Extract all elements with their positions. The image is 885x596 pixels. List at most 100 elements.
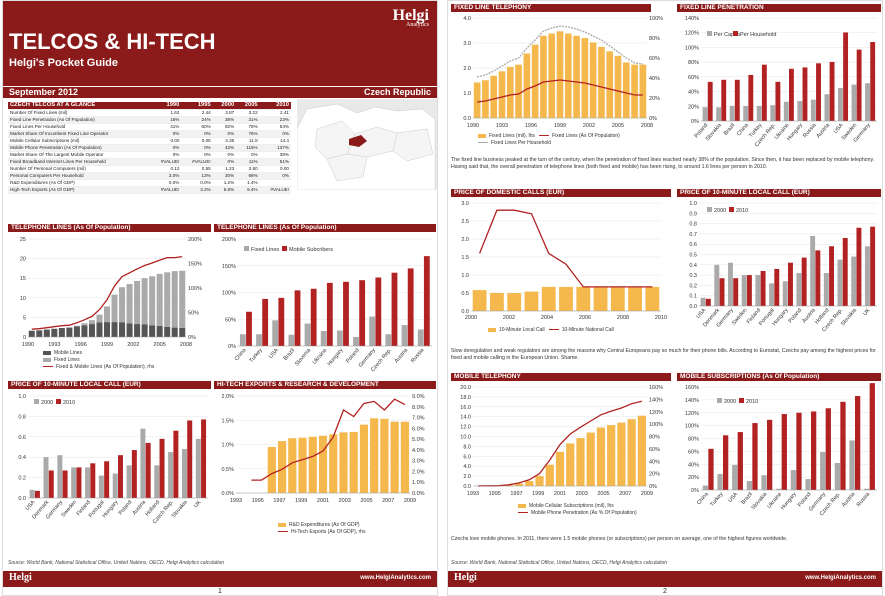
x-tick-label: Slovakia — [840, 307, 859, 328]
y2-tick-label: 20% — [649, 96, 660, 102]
y-tick-label: 0.8 — [18, 414, 26, 420]
chart-price-local-call-2: 0.00.10.20.30.40.50.60.70.80.91.0USADenm… — [689, 201, 877, 333]
row-value: 0% — [212, 130, 237, 138]
x-tick-label: Poland — [345, 347, 361, 364]
row-value: 4.35 — [212, 137, 237, 145]
row-value: 16% — [150, 116, 182, 124]
x-tick-label: 2001 — [554, 491, 566, 497]
y-tick-label: 0.5 — [689, 253, 697, 259]
table-row: Fixed Lines Per Household 41% 60% 92% 78% 54% — [8, 123, 291, 131]
row-label: Fixed Broadband Internet Lines Per House… — [8, 158, 151, 166]
page-subtitle: Helgi's Pocket Guide — [9, 57, 118, 69]
bar — [90, 463, 96, 498]
bar-mobile — [156, 273, 163, 327]
bar-fixed — [134, 324, 141, 337]
section-fixed-line-telephony: FIXED LINE TELEPHONY — [451, 4, 651, 12]
y-tick-label: 140% — [685, 398, 699, 404]
legend-swatch — [244, 246, 249, 251]
row-label: Number Of Personal Computers (mil) — [8, 165, 151, 173]
y-tick-label: 1.5% — [221, 418, 234, 424]
bar — [181, 449, 187, 498]
bar-mobile — [73, 325, 80, 327]
row-value: 0% — [259, 172, 291, 180]
row-value: 0.00 — [259, 165, 291, 173]
bar-mobile — [149, 276, 156, 326]
series-line — [478, 400, 643, 487]
y-tick-label: 2.0 — [461, 237, 469, 243]
bar — [797, 101, 803, 121]
bar — [810, 235, 816, 306]
row-value: 0.05 — [181, 137, 213, 145]
table-row: High-Tech Exports (As Of GDP) #VALUE! 3.2%… — [8, 186, 291, 194]
bar — [195, 438, 201, 498]
legend-mobile-telephony: Mobile Cellular Subscriptions (mil), lhs… — [518, 503, 637, 517]
x-tick-label: Poland — [118, 499, 134, 516]
bar — [288, 438, 297, 493]
y-tick-label: 16.0 — [460, 405, 471, 411]
y-tick-label: 20.0 — [460, 385, 471, 391]
x-tick-label: Russia — [410, 347, 426, 364]
y-tick-label: 0% — [691, 488, 699, 494]
row-value: 1.4% — [236, 179, 260, 187]
bar — [118, 455, 123, 498]
y-tick-label: 10 — [20, 296, 26, 302]
bar — [329, 434, 338, 493]
row-value: 42% — [212, 144, 237, 152]
x-tick-label: USA — [833, 122, 845, 135]
bar — [589, 42, 597, 118]
table-row: Fixed Broadband Internet Lines Per House… — [8, 158, 291, 166]
page-header: TELCOS & HI-TECH Helgi's Pocket Guide He… — [3, 1, 437, 86]
legend-label: Mobile Subcribers — [289, 247, 333, 253]
y-tick-label: 6.0 — [463, 454, 471, 460]
x-tick-label: 2010 — [655, 315, 667, 321]
bar — [541, 286, 556, 311]
row-value: #VALUE! — [150, 186, 182, 194]
x-tick-label: Austria — [841, 491, 857, 509]
y2-tick-label: 80% — [649, 435, 660, 441]
y-tick-label: 3.0 — [463, 41, 471, 47]
footer-url[interactable]: www.HelgiAnalytics.com — [360, 575, 431, 581]
bar — [856, 49, 862, 121]
row-value: 76% — [236, 130, 260, 138]
europe-map — [297, 99, 437, 190]
section-price-local-call: PRICE OF 10-MINUTE LOCAL CALL (EUR) — [8, 381, 211, 389]
bar — [326, 282, 333, 346]
bar — [596, 427, 606, 486]
bar — [810, 99, 816, 121]
y-tick-label: 0.7 — [689, 232, 697, 238]
y-tick-label: 120% — [685, 411, 699, 417]
y-tick-label: 0.0 — [463, 484, 471, 490]
bar-mobile — [134, 280, 141, 325]
row-value: 11% — [236, 158, 260, 166]
x-tick-label: USA — [696, 307, 708, 320]
bar — [57, 455, 63, 498]
table-row: Mobile Cellular Subscriptions (mil) 0.00 0… — [8, 137, 291, 145]
bar-fixed — [103, 322, 111, 337]
bar — [482, 80, 489, 118]
y-tick-label: 4.0 — [463, 464, 471, 470]
y-tick-label: 0.3 — [689, 273, 697, 279]
row-label: Personal Computers Per Household — [8, 172, 151, 180]
legend-domestic-calls: 10-Minute Local Call 10-Minute National … — [488, 327, 614, 334]
x-tick-label: USA — [727, 491, 739, 504]
y-tick-label: 0.5 — [461, 291, 469, 297]
section-mobile-telephony: MOBILE TELEPHONY — [451, 373, 671, 381]
y2-tick-label: 140% — [649, 397, 663, 403]
legend-swatch — [739, 398, 744, 403]
y-tick-label: 0.1 — [689, 294, 697, 300]
bar — [504, 485, 513, 486]
y-tick-label: 0.2 — [689, 283, 697, 289]
section-fixed-line-penetration: FIXED LINE PENETRATION — [677, 4, 881, 12]
row-value: 0% — [150, 144, 182, 152]
footer-url-2[interactable]: www.HelgiAnalytics.com — [805, 575, 876, 581]
y2-tick-label: 200% — [188, 237, 202, 243]
y-tick-label: 15 — [20, 276, 26, 282]
row-value: #VALUE! — [150, 158, 182, 166]
bar — [788, 262, 793, 306]
x-tick-label: 2005 — [597, 491, 609, 497]
x-tick-label: 1990 — [467, 123, 479, 129]
row-value: 0% — [181, 151, 213, 159]
row-value: 0.00 — [150, 137, 182, 145]
row-value: 13% — [181, 172, 213, 180]
x-tick-label: 1993 — [230, 498, 242, 504]
